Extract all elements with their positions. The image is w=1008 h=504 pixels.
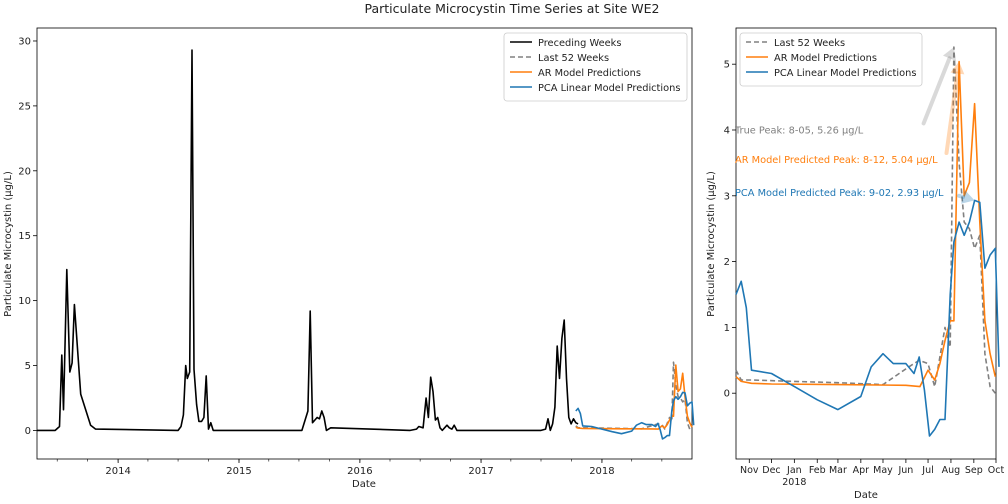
right-y-axis-label: Particulate Microcystin (µg/L) xyxy=(706,171,717,317)
left-y-tick-label: 0 xyxy=(25,426,31,437)
left-axes: 0 5 10 15 20 25 30 2014 2015 2016 2017 2018 xyxy=(18,36,663,477)
left-legend-label-pca-linear-model-predictions: PCA Linear Model Predictions xyxy=(538,83,680,94)
annotation-arrow-head xyxy=(950,61,965,75)
left-series xyxy=(37,49,695,440)
right-chart: 0 1 2 3 4 5 Nov Dec Jan Feb Mar Apr May Jun Jul Aug Sep O… xyxy=(706,27,1005,501)
right-legend-label-last-52-weeks: Last 52 Weeks xyxy=(774,38,845,49)
annotation-label: PCA Model Predicted Peak: 9-02, 2.93 µg/… xyxy=(735,188,944,199)
right-series-last-52-weeks xyxy=(735,46,996,394)
annotation-arrow-shaft xyxy=(921,56,952,126)
left-y-tick-label: 25 xyxy=(18,101,31,112)
right-x-tick-label: Feb xyxy=(809,465,826,476)
annotation-arrow-shaft xyxy=(957,193,966,199)
right-x-tick-label: Jan xyxy=(786,465,802,476)
left-legend: Preceding Weeks Last 52 Weeks AR Model Pre… xyxy=(503,32,688,102)
left-x-tick-label: 2014 xyxy=(105,466,130,477)
right-y-tick-label: 5 xyxy=(724,60,730,71)
annotation-label: AR Model Predicted Peak: 8-12, 5.04 µg/L xyxy=(735,155,938,166)
annotation-arrow-shaft xyxy=(944,71,960,156)
left-y-axis-label: Particulate Microcystin (µg/L) xyxy=(3,171,14,317)
left-series-pca-linear-model-predictions xyxy=(575,391,695,440)
right-series-ar-model-predictions xyxy=(735,60,997,388)
left-x-tick-label: 2016 xyxy=(347,466,372,477)
right-annotations: True Peak: 8-05, 5.26 µg/L AR Model Predi… xyxy=(734,47,975,204)
right-series xyxy=(735,46,1000,437)
right-legend-label-ar-model-predictions: AR Model Predictions xyxy=(774,53,877,64)
left-x-axis-label: Date xyxy=(352,479,376,490)
right-x-tick-label: Apr xyxy=(853,465,870,476)
right-y-tick-label: 1 xyxy=(724,323,730,334)
right-y-tick-label: 0 xyxy=(724,389,730,400)
annotation-arrow-head xyxy=(961,190,975,204)
right-legend-box xyxy=(739,32,923,87)
annotation-label: True Peak: 8-05, 5.26 µg/L xyxy=(734,125,864,136)
right-x-year-label: 2018 xyxy=(782,477,806,488)
left-y-tick-label: 15 xyxy=(18,231,31,242)
left-x-tick-label: 2015 xyxy=(226,466,251,477)
left-y-tick-label: 5 xyxy=(25,361,31,372)
right-x-tick-label: May xyxy=(873,465,893,476)
right-y-tick-label: 2 xyxy=(724,257,730,268)
right-x-tick-label: Nov xyxy=(740,465,759,476)
left-x-tick-label: 2018 xyxy=(589,466,614,477)
figure-title: Particulate Microcystin Time Series at S… xyxy=(364,1,659,16)
left-legend-label-ar-model-predictions: AR Model Predictions xyxy=(538,68,641,79)
left-series-preceding-weeks xyxy=(37,49,579,432)
left-chart: 0 5 10 15 20 25 30 2014 2015 2016 2017 2018 Date Pa… xyxy=(3,27,695,490)
left-legend-label-preceding-weeks: Preceding Weeks xyxy=(538,38,621,49)
left-y-tick-label: 10 xyxy=(18,296,31,307)
right-y-tick-label: 3 xyxy=(724,191,730,202)
left-legend-box xyxy=(503,32,688,102)
right-series-pca-linear-model-predictions xyxy=(735,199,1000,437)
right-legend: Last 52 Weeks AR Model Predictions PCA Lin… xyxy=(739,32,923,87)
right-x-tick-label: Dec xyxy=(762,465,780,476)
right-x-tick-label: Mar xyxy=(829,465,847,476)
right-x-axis-label: Date xyxy=(854,490,878,501)
right-axes: 0 1 2 3 4 5 Nov Dec Jan Feb Mar Apr May Jun Jul Aug Sep O… xyxy=(724,60,1005,488)
left-x-tick-label: 2017 xyxy=(468,466,493,477)
right-legend-label-pca-linear-model-predictions: PCA Linear Model Predictions xyxy=(774,68,916,79)
right-x-tick-label: Aug xyxy=(942,465,961,476)
right-x-tick-label: Jul xyxy=(921,465,933,476)
right-x-tick-label: Sep xyxy=(965,465,983,476)
right-y-tick-label: 4 xyxy=(724,125,730,136)
left-legend-label-last-52-weeks: Last 52 Weeks xyxy=(538,53,609,64)
right-x-tick-label: Jun xyxy=(897,465,913,476)
left-y-tick-label: 30 xyxy=(18,36,31,47)
right-x-tick-label: Oct xyxy=(988,465,1005,476)
annotation-arrow-head xyxy=(942,47,956,61)
right-plot-area xyxy=(735,27,997,460)
left-y-tick-label: 20 xyxy=(18,166,31,177)
